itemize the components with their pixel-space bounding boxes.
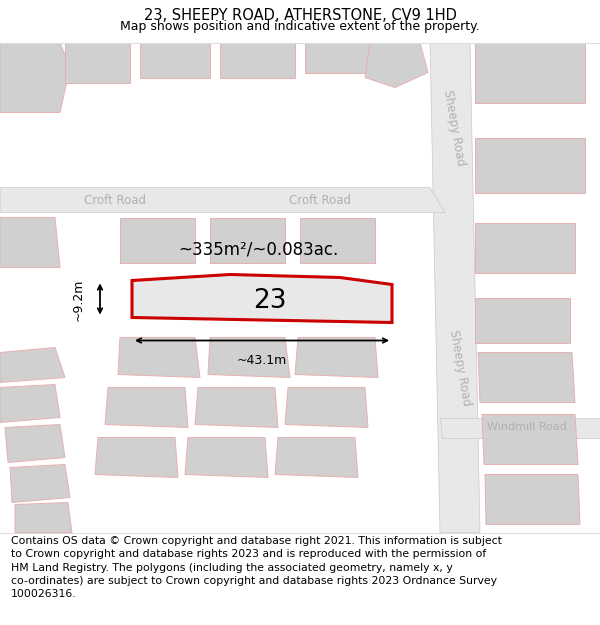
Polygon shape (482, 414, 578, 464)
Text: Croft Road: Croft Road (84, 194, 146, 207)
Polygon shape (475, 298, 570, 343)
Text: Contains OS data © Crown copyright and database right 2021. This information is : Contains OS data © Crown copyright and d… (11, 536, 502, 599)
Polygon shape (0, 348, 65, 382)
Polygon shape (0, 42, 70, 112)
Polygon shape (275, 438, 358, 478)
Text: Map shows position and indicative extent of the property.: Map shows position and indicative extent… (120, 20, 480, 33)
Polygon shape (185, 438, 268, 478)
Text: Croft Road: Croft Road (289, 194, 351, 207)
Polygon shape (475, 42, 585, 102)
Polygon shape (430, 42, 480, 532)
Text: ~9.2m: ~9.2m (71, 278, 85, 321)
Text: Sheepy Road: Sheepy Road (447, 328, 473, 407)
Polygon shape (5, 424, 65, 462)
Polygon shape (118, 338, 200, 377)
Text: Sheepy Road: Sheepy Road (441, 88, 467, 167)
Polygon shape (365, 42, 428, 88)
Text: ~335m²/~0.083ac.: ~335m²/~0.083ac. (178, 241, 338, 259)
Polygon shape (95, 438, 178, 478)
Polygon shape (120, 217, 195, 262)
Polygon shape (485, 474, 580, 524)
Polygon shape (300, 217, 375, 262)
Text: 23: 23 (253, 288, 287, 314)
Polygon shape (0, 217, 60, 268)
Polygon shape (220, 42, 295, 78)
Polygon shape (478, 352, 575, 402)
Polygon shape (10, 464, 70, 503)
Polygon shape (210, 217, 285, 262)
Text: ~43.1m: ~43.1m (237, 354, 287, 367)
Polygon shape (285, 388, 368, 428)
Polygon shape (0, 384, 60, 423)
Polygon shape (475, 138, 585, 192)
Polygon shape (475, 222, 575, 272)
Polygon shape (208, 338, 290, 377)
Polygon shape (105, 388, 188, 428)
Polygon shape (440, 418, 600, 437)
Text: 23, SHEEPY ROAD, ATHERSTONE, CV9 1HD: 23, SHEEPY ROAD, ATHERSTONE, CV9 1HD (143, 9, 457, 24)
Polygon shape (15, 503, 72, 532)
Polygon shape (132, 274, 392, 322)
Polygon shape (195, 388, 278, 428)
Polygon shape (295, 338, 378, 377)
Polygon shape (140, 42, 210, 78)
Polygon shape (305, 42, 375, 72)
Polygon shape (0, 188, 445, 213)
Text: Windmill Road: Windmill Road (487, 422, 567, 432)
Polygon shape (65, 42, 130, 82)
